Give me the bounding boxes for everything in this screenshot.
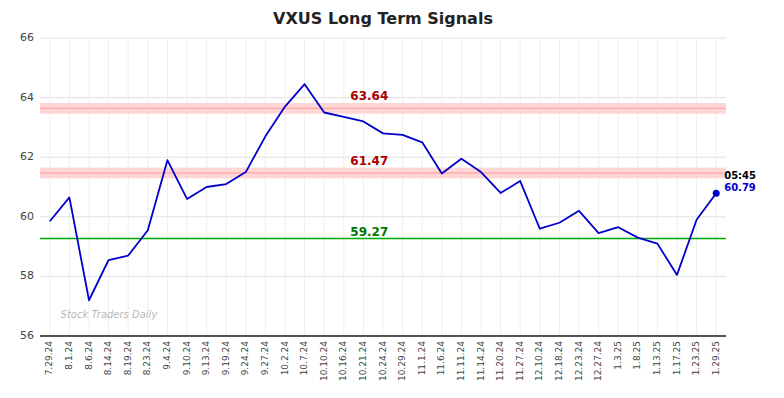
x-tick-label: 11.6.24: [436, 341, 446, 376]
x-grid-line: [637, 38, 638, 336]
title: VXUS Long Term Signals: [273, 9, 493, 28]
x-tick-label: 10.2.24: [280, 341, 290, 376]
y-tick-label: 64: [20, 91, 34, 104]
x-tick-label: 8.14.24: [103, 341, 113, 376]
x-grid-line: [383, 38, 384, 336]
x-grid-line: [579, 38, 580, 336]
signal-band: [40, 103, 726, 114]
x-grid-line: [265, 38, 266, 336]
x-tick-label: 10.29.24: [397, 341, 407, 381]
reference-line: [40, 172, 726, 173]
y-tick-label: 60: [20, 210, 34, 223]
x-grid-line: [598, 38, 599, 336]
x-grid-line: [108, 38, 109, 336]
plot-area: [40, 84, 726, 300]
x-grid-line: [657, 38, 658, 336]
x-tick-label: 12.18.24: [554, 341, 564, 381]
x-tick-label: 1.29.25: [711, 341, 721, 375]
x-grid-line: [167, 38, 168, 336]
x-grid-line: [481, 38, 482, 336]
x-grid-line: [461, 38, 462, 336]
x-tick-label: 9.4.24: [162, 341, 172, 370]
grid: [40, 38, 726, 336]
x-tick-label: 10.16.24: [338, 341, 348, 381]
x-tick-label: 10.21.24: [358, 341, 368, 381]
x-grid-line: [677, 38, 678, 336]
x-tick-label: 1.3.25: [613, 341, 623, 370]
y-tick-label: 62: [20, 150, 34, 163]
annotation: 05:45: [724, 170, 756, 181]
x-tick-label: 11.14.24: [476, 341, 486, 381]
x-grid-line: [343, 38, 344, 336]
x-grid-line: [500, 38, 501, 336]
x-tick-label: 10.10.24: [319, 341, 329, 381]
last-value-label: 60.79: [724, 182, 756, 193]
x-grid-line: [49, 38, 50, 336]
x-tick-label: 1.23.25: [691, 341, 701, 375]
x-grid-line: [147, 38, 148, 336]
x-grid-line: [285, 38, 286, 336]
price-line: [50, 84, 716, 300]
x-grid-line: [89, 38, 90, 336]
y-tick-label: 66: [20, 31, 34, 44]
x-grid-line: [539, 38, 540, 336]
watermark: Stock Traders Daily: [61, 309, 159, 320]
x-tick-label: 7.29.24: [44, 341, 54, 376]
x-grid-line: [422, 38, 423, 336]
x-tick-label: 8.1.24: [64, 341, 74, 370]
x-grid-line: [559, 38, 560, 336]
reference-label: 61.47: [350, 154, 388, 168]
x-tick-label: 11.20.24: [495, 341, 505, 381]
chart: 56 58 60 62 64 66 7.29.24 8.1.24 8.6.24 8.14.24 8.…: [0, 0, 784, 398]
x-tick-label: 1.13.25: [652, 341, 662, 375]
last-point: [713, 190, 720, 197]
x-tick-label: 11.1.24: [417, 341, 427, 376]
reference-line: [40, 108, 726, 109]
x-grid-line: [618, 38, 619, 336]
x-tick-label: 8.19.24: [123, 341, 133, 376]
y-tick-label: 56: [20, 329, 34, 342]
x-tick-label: 9.13.24: [201, 341, 211, 376]
x-grid-line: [402, 38, 403, 336]
x-axis: 7.29.24 8.1.24 8.6.24 8.14.24 8.19.24 8.23.24…: [44, 341, 720, 381]
reference-label: 59.27: [350, 225, 388, 239]
x-grid-line: [128, 38, 129, 336]
x-tick-label: 1.17.25: [672, 341, 682, 375]
x-tick-label: 12.27.24: [593, 341, 603, 381]
x-tick-label: 10.7.24: [299, 341, 309, 376]
chart-container: 56 58 60 62 64 66 7.29.24 8.1.24 8.6.24 8.14.24 8.…: [0, 0, 784, 398]
x-grid-line: [69, 38, 70, 336]
x-tick-label: 12.10.24: [534, 341, 544, 381]
x-grid-line: [304, 38, 305, 336]
y-tick-label: 58: [20, 269, 34, 282]
signal-band: [40, 168, 726, 179]
x-tick-label: 8.23.24: [142, 341, 152, 376]
x-tick-label: 12.23.24: [574, 341, 584, 381]
reference-label: 63.64: [350, 89, 388, 103]
x-tick-label: 9.19.24: [221, 341, 231, 376]
x-tick-label: 11.11.24: [456, 341, 466, 381]
x-grid-line: [245, 38, 246, 336]
x-tick-label: 11.27.24: [515, 341, 525, 381]
y-grid-line: [40, 336, 726, 337]
y-axis: 56 58 60 62 64 66: [20, 31, 34, 342]
x-grid-line: [520, 38, 521, 336]
x-tick-label: 9.27.24: [260, 341, 270, 376]
x-tick-label: 9.10.24: [182, 341, 192, 376]
x-grid-line: [363, 38, 364, 336]
x-grid-line: [187, 38, 188, 336]
x-tick-label: 9.24.24: [240, 341, 250, 376]
x-grid-line: [226, 38, 227, 336]
x-axis-line: [40, 335, 726, 337]
x-tick-label: 10.24.24: [378, 341, 388, 381]
x-grid-line: [696, 38, 697, 336]
x-tick-label: 1.8.25: [632, 341, 642, 370]
x-grid-line: [441, 38, 442, 336]
x-tick-label: 8.6.24: [84, 341, 94, 370]
x-grid-line: [324, 38, 325, 336]
x-grid-line: [716, 38, 717, 336]
